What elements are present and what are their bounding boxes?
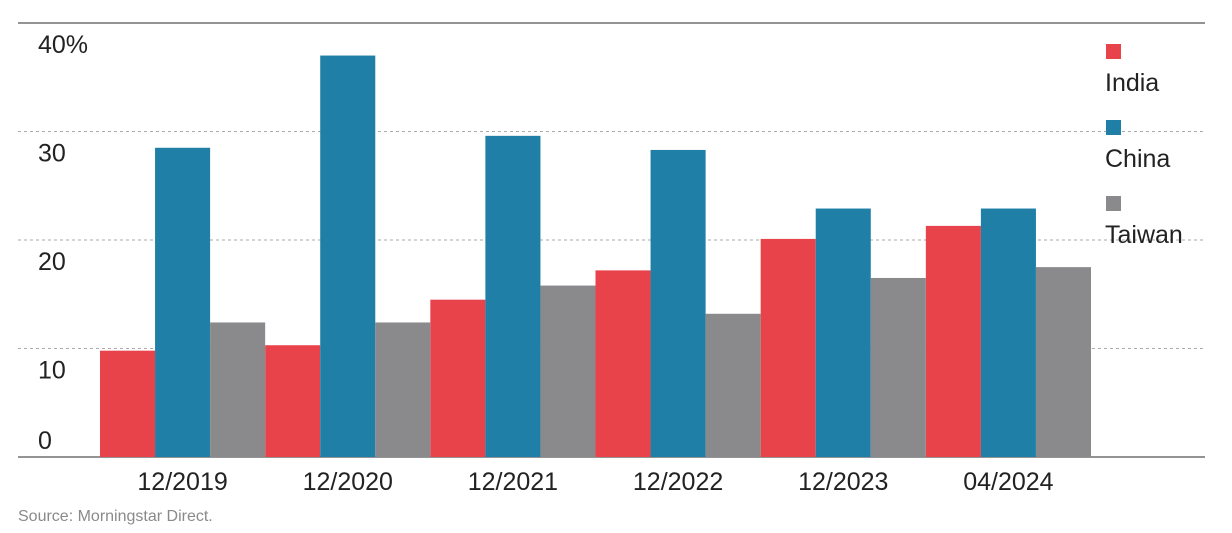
bar-taiwan-0: [210, 322, 266, 457]
bar-taiwan-4: [870, 277, 926, 457]
legend-label-china: China: [1105, 145, 1170, 173]
bar-taiwan-1: [375, 322, 431, 457]
bars: [100, 55, 1091, 458]
legend-swatch-india: [1106, 44, 1121, 59]
bar-taiwan-5: [1035, 267, 1091, 457]
legend-label-india: India: [1105, 69, 1159, 97]
x-tick-label: 12/2019: [137, 468, 227, 496]
legend-swatch-taiwan: [1106, 196, 1121, 211]
source-note: Source: Morningstar Direct.: [18, 508, 213, 525]
bar-india-5: [925, 225, 981, 457]
legend-label-taiwan: Taiwan: [1105, 221, 1183, 249]
x-tick-label: 12/2020: [303, 468, 393, 496]
legend: India China Taiwan: [1105, 44, 1183, 249]
bar-india-3: [595, 270, 651, 457]
legend-swatch-china: [1106, 120, 1121, 135]
bar-india-4: [760, 238, 816, 457]
bar-india-1: [265, 345, 321, 457]
bar-china-0: [155, 147, 211, 457]
bar-china-1: [320, 55, 376, 458]
y-tick-label: 30: [38, 140, 66, 168]
x-tick-label: 04/2024: [963, 468, 1053, 496]
y-tick-label: 0: [38, 427, 52, 455]
bar-india-2: [430, 299, 486, 457]
x-tick-label: 12/2022: [633, 468, 723, 496]
bar-china-3: [650, 149, 706, 457]
bar-taiwan-3: [705, 313, 761, 457]
x-tick-label: 12/2021: [468, 468, 558, 496]
bar-china-4: [815, 208, 871, 457]
bar-india-0: [100, 350, 156, 457]
bar-taiwan-2: [540, 285, 596, 457]
bar-china-5: [980, 208, 1036, 457]
x-tick-label: 12/2023: [798, 468, 888, 496]
x-axis-tick-labels: 12/2019 12/2020 12/2021 12/2022 12/2023 04/20…: [137, 468, 1053, 496]
bar-china-2: [485, 135, 541, 457]
y-tick-label: 20: [38, 248, 66, 276]
y-tick-label: 40%: [38, 31, 88, 59]
y-axis-tick-labels: 0 10 20 30 40%: [38, 31, 88, 455]
y-tick-label: 10: [38, 357, 66, 385]
